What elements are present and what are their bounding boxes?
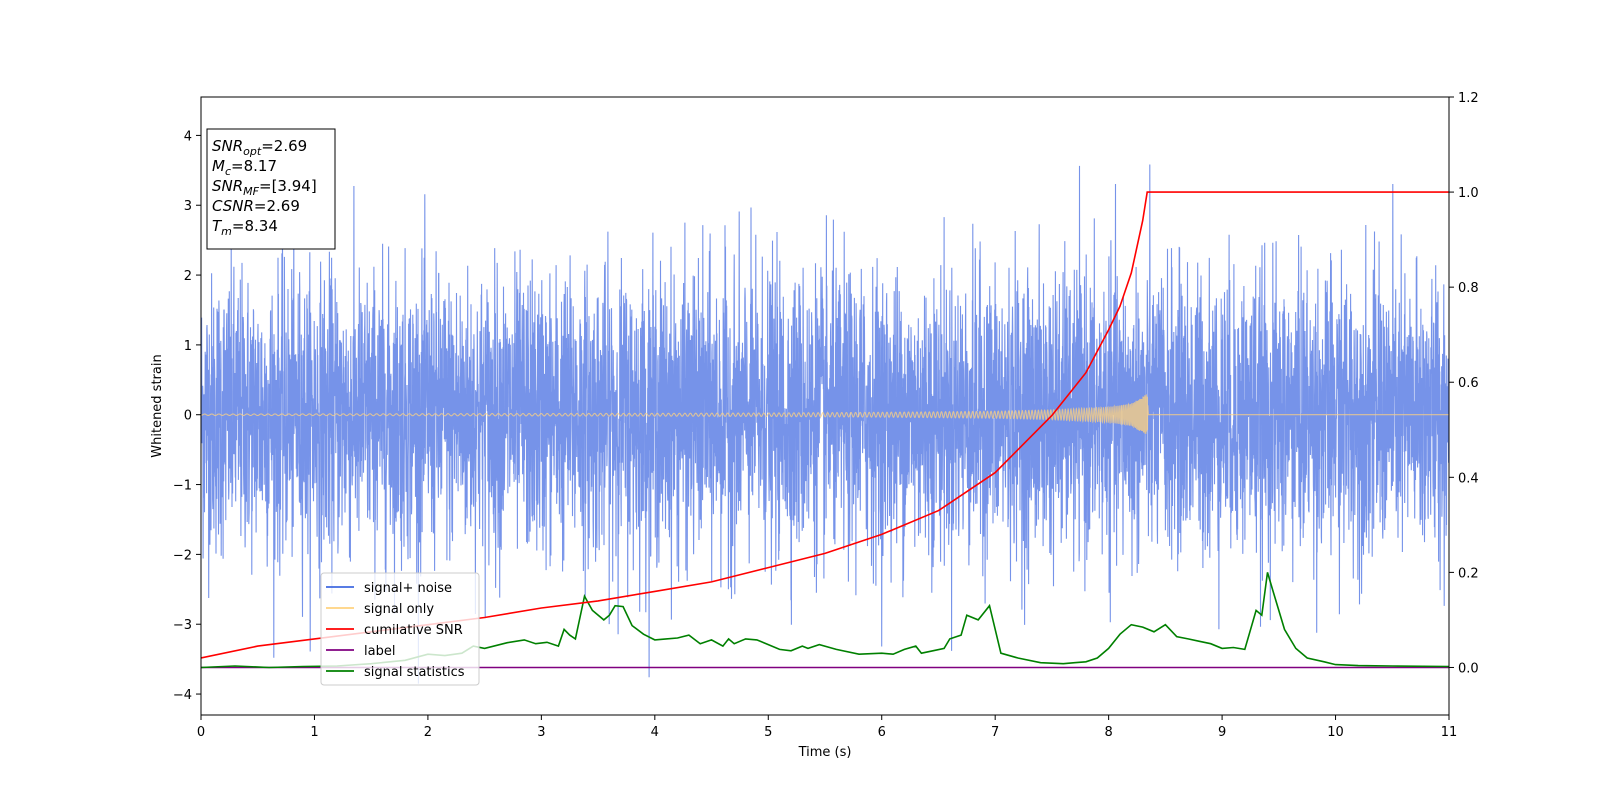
annotation-value: =2.69 bbox=[261, 137, 307, 155]
y2-tick-label: 1.0 bbox=[1458, 186, 1479, 201]
y-tick-label: 1 bbox=[184, 339, 192, 354]
plot-frame bbox=[200, 96, 1450, 716]
annotation-subscript: opt bbox=[243, 145, 262, 158]
annotation-symbol: M bbox=[212, 157, 225, 175]
y-tick-label: 0 bbox=[184, 409, 192, 424]
legend-label: signal+ noise bbox=[364, 581, 452, 596]
y2-tick-label: 0.4 bbox=[1458, 471, 1479, 486]
y-axis-left: −4 −3 −2 −1 0 1 2 3 4 bbox=[173, 129, 201, 703]
x-tick-label: 8 bbox=[1104, 725, 1112, 740]
y2-tick-label: 0.2 bbox=[1458, 566, 1479, 581]
annotation-line: SNRopt=2.69 bbox=[212, 137, 307, 158]
annotation-value: =8.17 bbox=[231, 157, 277, 175]
annotation-value: =[3.94] bbox=[259, 177, 317, 195]
annotation-box: SNRopt=2.69Mc=8.17SNRMF=[3.94]CSNR=2.69T… bbox=[206, 128, 336, 250]
x-tick-label: 9 bbox=[1218, 725, 1226, 740]
y-tick-label: −2 bbox=[173, 548, 192, 563]
annotation-value: =2.69 bbox=[254, 197, 300, 215]
legend-frame bbox=[320, 572, 480, 686]
x-tick-label: 0 bbox=[197, 725, 205, 740]
legend: signal+ noise signal only cumilative SNR la… bbox=[320, 572, 480, 686]
annotation-symbol: SNR bbox=[212, 137, 243, 155]
annotation-frame bbox=[206, 128, 336, 250]
y-tick-label: 3 bbox=[184, 199, 192, 214]
x-tick-label: 3 bbox=[537, 725, 545, 740]
x-tick-label: 2 bbox=[424, 725, 432, 740]
y-tick-label: −1 bbox=[173, 479, 192, 494]
annotation-subscript: MF bbox=[243, 185, 259, 198]
legend-label: signal only bbox=[364, 602, 434, 617]
annotation-line: Tm=8.34 bbox=[212, 217, 278, 238]
y2-tick-label: 0.8 bbox=[1458, 281, 1479, 296]
annotation-subscript: c bbox=[225, 165, 231, 178]
y2-tick-label: 1.2 bbox=[1458, 91, 1479, 106]
signal-series-layer bbox=[201, 394, 1449, 434]
annotation-subscript: m bbox=[221, 225, 232, 238]
x-tick-label: 6 bbox=[878, 725, 886, 740]
annotation-value: =8.34 bbox=[232, 217, 278, 235]
x-axis: 0 1 2 3 4 5 6 7 8 9 10 11 bbox=[197, 715, 1457, 740]
y-tick-label: −4 bbox=[173, 688, 192, 703]
y-tick-label: 4 bbox=[184, 129, 192, 144]
annotation-line: CSNR=2.69 bbox=[212, 197, 300, 215]
series-signal-statistics bbox=[201, 572, 1449, 669]
x-tick-label: 1 bbox=[310, 725, 318, 740]
y-tick-label: 2 bbox=[184, 269, 192, 284]
y2-tick-label: 0.0 bbox=[1458, 661, 1479, 676]
legend-label: signal statistics bbox=[364, 665, 465, 680]
y-tick-label: −3 bbox=[173, 618, 192, 633]
noise-series-layer bbox=[201, 164, 1449, 684]
annotation-line: SNRMF=[3.94] bbox=[212, 177, 317, 198]
x-tick-label: 5 bbox=[764, 725, 772, 740]
series-signal-noise bbox=[201, 164, 1449, 684]
y-axis-label: Whitened strain bbox=[150, 354, 165, 457]
annotation-symbol: SNR bbox=[212, 177, 243, 195]
x-tick-label: 10 bbox=[1327, 725, 1344, 740]
x-axis-label: Time (s) bbox=[798, 745, 852, 760]
annotation-symbol: CSNR bbox=[212, 197, 254, 215]
x-tick-label: 11 bbox=[1441, 725, 1458, 740]
annotation-symbol: T bbox=[212, 217, 223, 235]
legend-label: label bbox=[364, 644, 395, 659]
x-tick-label: 4 bbox=[651, 725, 659, 740]
series-signal-only bbox=[201, 394, 1449, 434]
x-tick-label: 7 bbox=[991, 725, 999, 740]
annotation-line: Mc=8.17 bbox=[212, 157, 277, 178]
y2-tick-label: 0.6 bbox=[1458, 376, 1479, 391]
y-axis-right: 0.0 0.2 0.4 0.6 0.8 1.0 1.2 bbox=[1449, 91, 1479, 676]
legend-label: cumilative SNR bbox=[364, 623, 463, 638]
